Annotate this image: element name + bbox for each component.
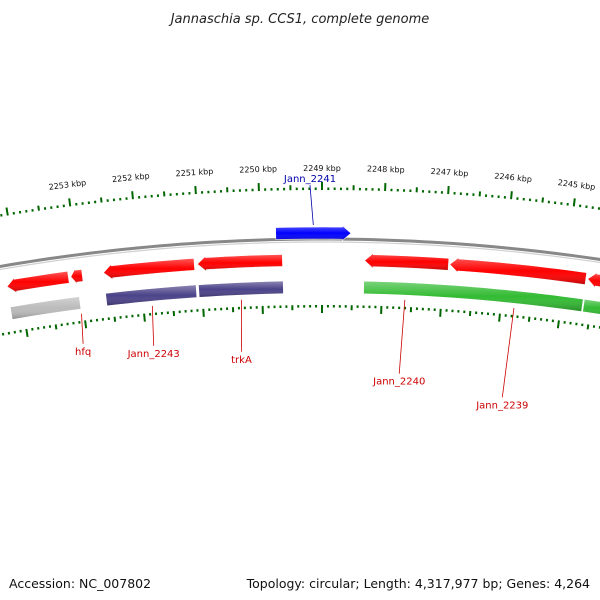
cog-block-shade: [10, 296, 81, 320]
inner-scale-tick: [556, 320, 560, 329]
gene-arrow-shade: [364, 253, 449, 271]
cog-block-shade: [582, 299, 600, 315]
scale-tick-label: 2245 kbp: [557, 178, 596, 192]
gene-leader-line: [398, 299, 406, 374]
gene-label-trkA: trkA: [231, 355, 252, 366]
outer-scale-tick: [541, 197, 545, 203]
outer-scale-tick: [37, 205, 40, 211]
gene-arrow-shade: [7, 271, 70, 293]
gene-arrow-shade: [103, 258, 195, 280]
scale-tick-label: 2247 kbp: [430, 167, 468, 178]
accession-text: Accession: NC_007802: [9, 576, 152, 591]
outer-scale-tick: [194, 186, 197, 195]
gene-arrow-shade: [197, 254, 283, 272]
scale-tick-label: 2251 kbp: [175, 167, 213, 178]
outer-scale-tick: [68, 198, 72, 207]
gene-leader-line: [81, 313, 84, 344]
gene-arrow-shade: [449, 257, 587, 285]
gene-leader-line: [151, 305, 155, 346]
outer-scale-tick: [5, 207, 9, 216]
scale-tick-label: 2252 kbp: [112, 171, 150, 184]
inner-scale-tick: [143, 313, 146, 322]
gene-leader-line: [501, 307, 515, 398]
gene-label-Jann_2240: Jann_2240: [372, 377, 425, 388]
scale-tick-label: 2246 kbp: [494, 171, 532, 184]
gene-labels: hfq Jann_2243 trkA Jann_2241 Jann_2240 Jann_2…: [75, 174, 528, 411]
inner-scale-tick: [84, 320, 88, 329]
inner-scale-tick: [25, 328, 29, 338]
cog-block-shade: [363, 281, 583, 312]
outer-scale-tick: [447, 186, 450, 195]
gene-label-Jann_2239: Jann_2239: [475, 400, 528, 411]
inner-scale-tick: [498, 313, 501, 322]
genome-summary-text: Topology: circular; Length: 4,317,977 bp…: [246, 576, 590, 591]
inner-scale-tick: [527, 316, 531, 322]
scale-tick-label: 2249 kbp: [303, 164, 341, 173]
outer-scale-tick: [510, 191, 513, 200]
scale-tick-label: 2253 kbp: [48, 178, 87, 192]
cog-block-shade: [105, 285, 197, 306]
inner-scale-tick: [113, 316, 117, 322]
gene-arrow-shade: [275, 225, 352, 241]
inner-scale-tick: [202, 308, 205, 317]
cog-block-shade: [198, 281, 284, 298]
outer-scale-tick: [131, 191, 134, 200]
map-title: Jannaschia sp. CCS1, complete genome: [168, 12, 430, 27]
gene-label-Jann_2241: Jann_2241: [283, 174, 336, 185]
backbone-inner-line: [0, 241, 600, 271]
inner-scale-tick: [586, 324, 590, 330]
inner-scale-tick: [54, 324, 58, 330]
cog-track: [10, 281, 600, 320]
gene-label-Jann_2243: Jann_2243: [127, 349, 180, 360]
gene-track: [6, 224, 600, 294]
outer-scale-tick: [99, 197, 103, 203]
scale-tick-label: 2248 kbp: [367, 164, 405, 174]
outer-scale-tick: [572, 198, 576, 207]
gene-leader-line: [309, 185, 314, 226]
scale-ticks: 2253 kbp 2252 kbp 2251 kbp 2250 kbp 2249 kbp…: [0, 164, 600, 338]
gene-arrow-shade: [70, 268, 84, 284]
gene-arrow-shade: [587, 272, 600, 288]
scale-tick-label: 2250 kbp: [239, 164, 277, 174]
inner-scale-tick: [439, 308, 442, 317]
gene-label-hfq: hfq: [75, 347, 91, 358]
